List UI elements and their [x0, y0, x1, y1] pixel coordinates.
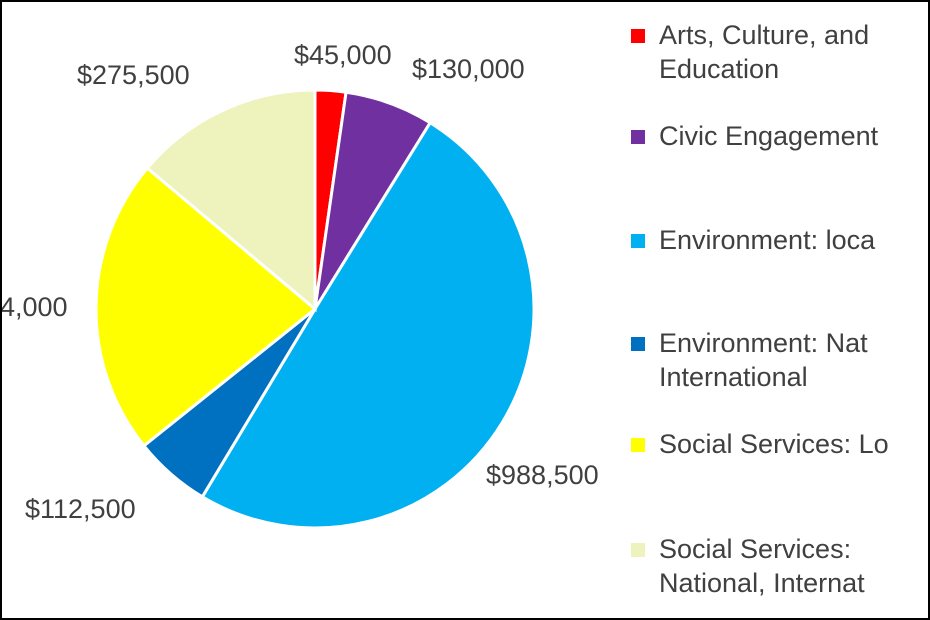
legend-label: Social Services: Lo [659, 429, 889, 459]
legend-swatch [631, 438, 645, 452]
legend-label: Social Services: [659, 534, 852, 564]
legend-label: National, Internat [659, 568, 865, 598]
legend-label: Civic Engagement [659, 121, 879, 151]
legend-item-civic: Civic Engagement [631, 119, 879, 153]
pie-slice-4 [94, 165, 318, 448]
legend-swatch [631, 29, 645, 43]
legend-swatch [631, 130, 645, 144]
data-label-social-national: $275,500 [77, 60, 190, 90]
data-label-env-local: $988,500 [486, 460, 599, 490]
data-label-social-local: 4,000 [0, 292, 68, 322]
legend-label: International [659, 362, 808, 392]
data-label-env-national: $112,500 [25, 494, 136, 524]
legend-label: Education [659, 54, 780, 84]
legend-swatch [631, 234, 645, 248]
legend-item-social-local: Social Services: Lo [631, 427, 889, 461]
legend-swatch [631, 543, 645, 557]
pie-slice-2 [200, 120, 536, 530]
legend-label: Environment: loca [659, 225, 876, 255]
pie-slice-5 [145, 88, 317, 313]
legend-label: Arts, Culture, and [659, 20, 870, 50]
legend-item-social-national: Social Services: National, Internat [631, 532, 865, 600]
data-label-civic: $130,000 [412, 54, 525, 84]
legend-swatch [631, 337, 645, 351]
legend-item-env-national: Environment: Nat International [631, 326, 868, 394]
data-label-arts: $45,000 [294, 40, 392, 70]
legend-item-env-local: Environment: loca [631, 223, 876, 257]
legend-label: Environment: Nat [659, 328, 868, 358]
legend-item-arts: Arts, Culture, and Education [631, 18, 870, 86]
